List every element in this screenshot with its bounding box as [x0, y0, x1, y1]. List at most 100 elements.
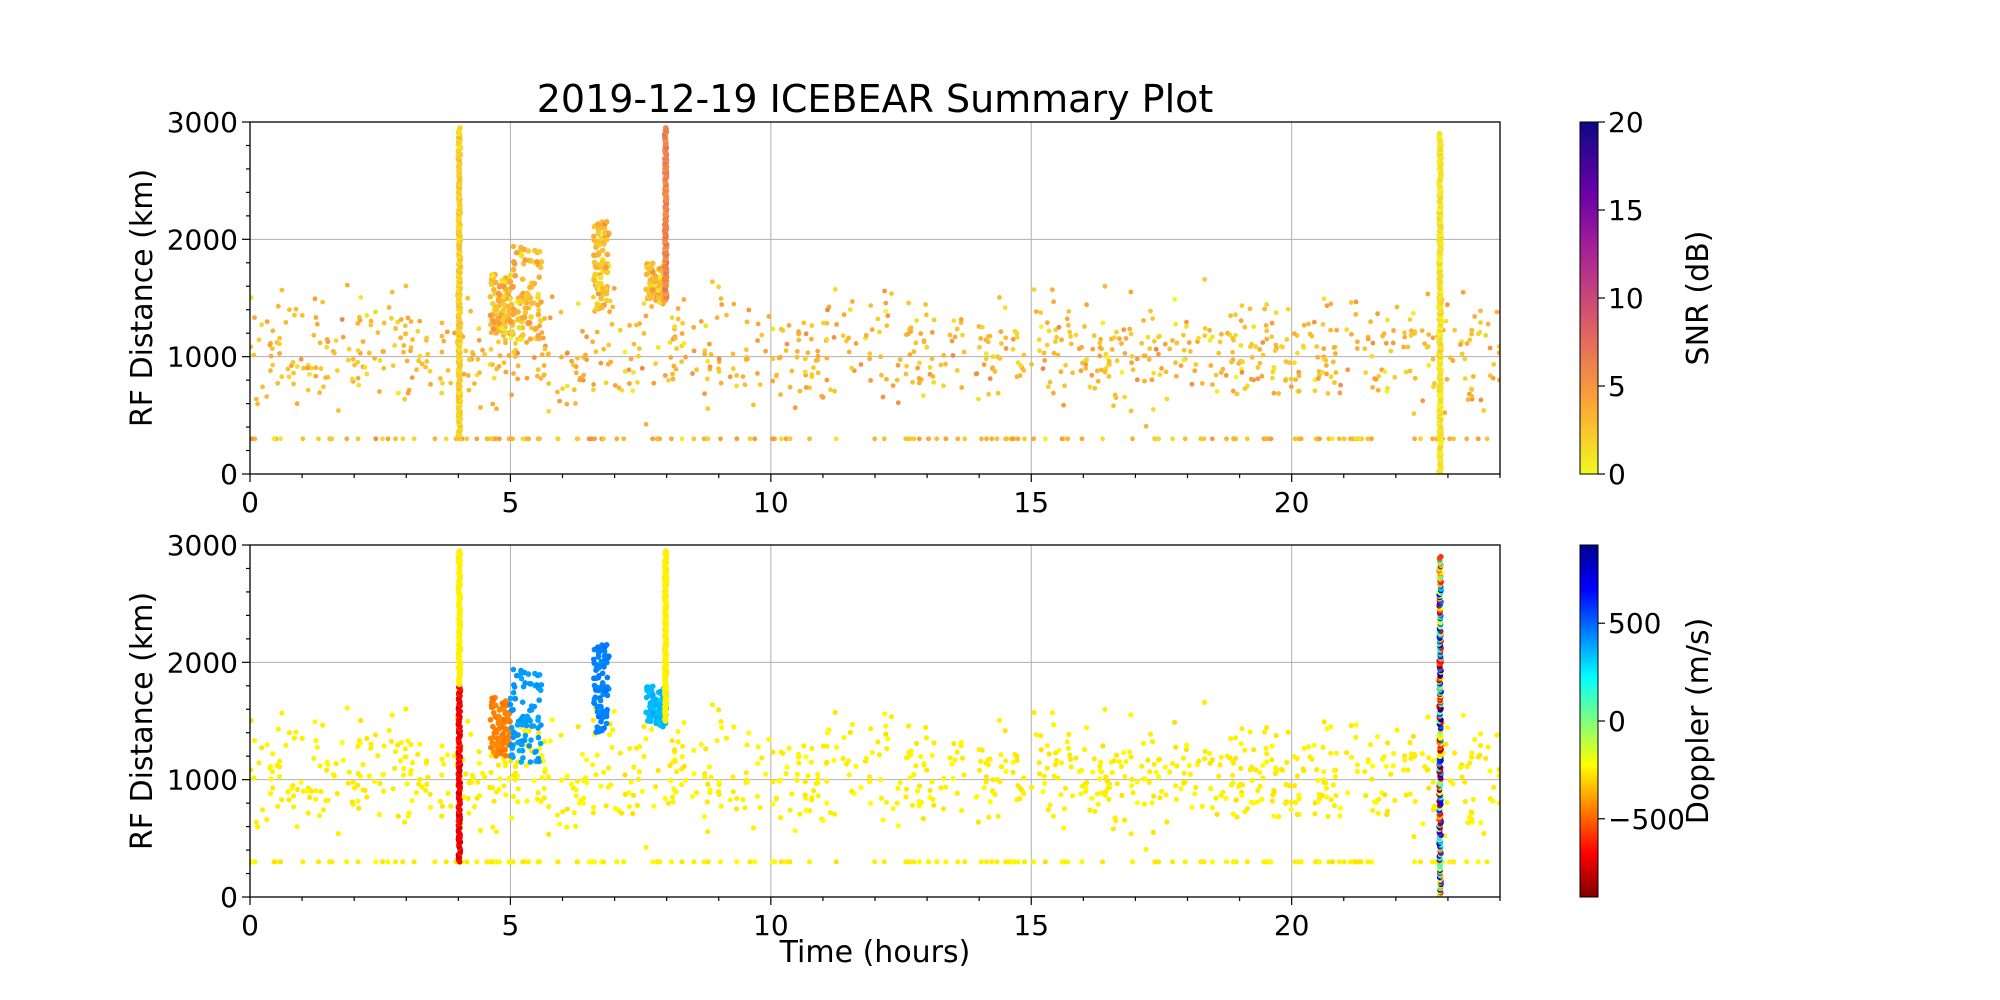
snr-point — [796, 331, 801, 337]
doppler-point — [802, 779, 808, 785]
doppler-cluster-point — [500, 738, 507, 744]
snr-point — [403, 331, 409, 337]
snr-point — [1306, 321, 1311, 327]
snr-point — [813, 358, 819, 363]
doppler-point — [286, 730, 292, 736]
snr-point — [778, 436, 784, 442]
doppler-point — [1321, 779, 1327, 785]
snr-point — [317, 390, 322, 395]
snr-point — [1259, 373, 1265, 379]
doppler-point — [907, 775, 913, 781]
doppler-point — [1106, 796, 1112, 803]
doppler-point — [291, 804, 297, 810]
doppler-point — [903, 755, 910, 761]
doppler-cluster-point — [510, 689, 517, 696]
doppler-point — [992, 791, 998, 798]
snr-cluster-point — [490, 326, 497, 332]
snr-point — [683, 354, 688, 360]
doppler-point — [920, 816, 926, 822]
snr-point — [626, 367, 632, 373]
snr-point — [380, 349, 386, 354]
doppler-point — [841, 735, 847, 741]
doppler-point — [694, 790, 700, 796]
snr-point — [1092, 385, 1098, 391]
snr-cluster-point — [599, 285, 606, 292]
snr-point — [880, 394, 886, 400]
snr-point — [1002, 305, 1008, 311]
doppler-point — [270, 751, 276, 757]
snr-point — [910, 379, 915, 385]
doppler-point — [815, 771, 821, 777]
doppler-cluster-point — [518, 675, 525, 682]
doppler-point — [824, 759, 830, 765]
snr-cluster-point — [595, 251, 602, 258]
chart-title: 2019-12-19 ICEBEAR Summary Plot — [537, 77, 1214, 121]
snr-point — [464, 436, 470, 442]
snr-point — [824, 377, 830, 383]
doppler-point — [1472, 736, 1478, 743]
doppler-point — [634, 802, 641, 809]
snr-point — [744, 319, 750, 325]
snr-point — [1325, 391, 1331, 396]
snr-point — [746, 307, 752, 313]
snr-point — [547, 315, 553, 321]
doppler-point — [1420, 821, 1426, 827]
snr-point — [960, 332, 965, 338]
doppler-point — [1207, 750, 1213, 757]
snr-point — [1332, 380, 1337, 385]
snr-point — [636, 353, 641, 359]
snr-cluster-point — [536, 274, 542, 281]
doppler-point — [789, 791, 795, 797]
snr-point — [1412, 375, 1418, 381]
snr-point — [1128, 331, 1134, 337]
doppler-point — [675, 728, 681, 735]
snr-point — [1394, 304, 1400, 310]
snr-cluster-point — [592, 271, 599, 278]
doppler-point — [1362, 769, 1368, 775]
doppler-point — [1447, 859, 1453, 865]
doppler-point — [810, 788, 817, 794]
snr-cluster-point — [598, 295, 604, 302]
doppler-point — [1084, 725, 1090, 731]
doppler-point — [803, 807, 809, 814]
doppler-point — [978, 758, 984, 765]
doppler-point — [824, 730, 831, 736]
doppler-cluster-point — [531, 703, 538, 710]
snr-point — [1485, 321, 1491, 327]
doppler-point — [1230, 811, 1236, 817]
snr-point — [1181, 332, 1186, 338]
snr-point — [1249, 355, 1255, 360]
doppler-point — [477, 793, 483, 799]
snr-cluster-point — [511, 306, 517, 313]
snr-point — [1216, 350, 1222, 356]
snr-point — [890, 383, 896, 388]
snr-point — [849, 365, 855, 371]
snr-point — [1114, 329, 1119, 335]
snr-point — [398, 317, 404, 322]
doppler-point — [1354, 768, 1360, 775]
doppler-point — [317, 763, 323, 769]
snr-point — [491, 375, 497, 381]
doppler-point — [783, 771, 789, 777]
doppler-point — [643, 844, 649, 850]
snr-point — [591, 382, 596, 387]
doppler-point — [1312, 811, 1318, 817]
doppler-point — [667, 762, 673, 769]
doppler-point — [630, 811, 636, 817]
snr-point — [1029, 361, 1034, 367]
doppler-point — [747, 859, 753, 865]
snr-point — [558, 309, 564, 315]
doppler-point — [770, 801, 776, 807]
snr-point — [1324, 363, 1329, 368]
snr-point — [734, 383, 739, 389]
doppler-cluster-point — [511, 682, 517, 688]
snr-point — [1149, 377, 1155, 383]
doppler-cluster-point — [603, 687, 609, 693]
snr-point — [840, 333, 846, 338]
snr-point — [941, 353, 947, 358]
doppler-point — [878, 795, 885, 801]
snr-point — [490, 362, 495, 367]
snr-point — [881, 436, 887, 442]
snr-point — [670, 371, 675, 377]
doppler-point — [759, 755, 765, 761]
